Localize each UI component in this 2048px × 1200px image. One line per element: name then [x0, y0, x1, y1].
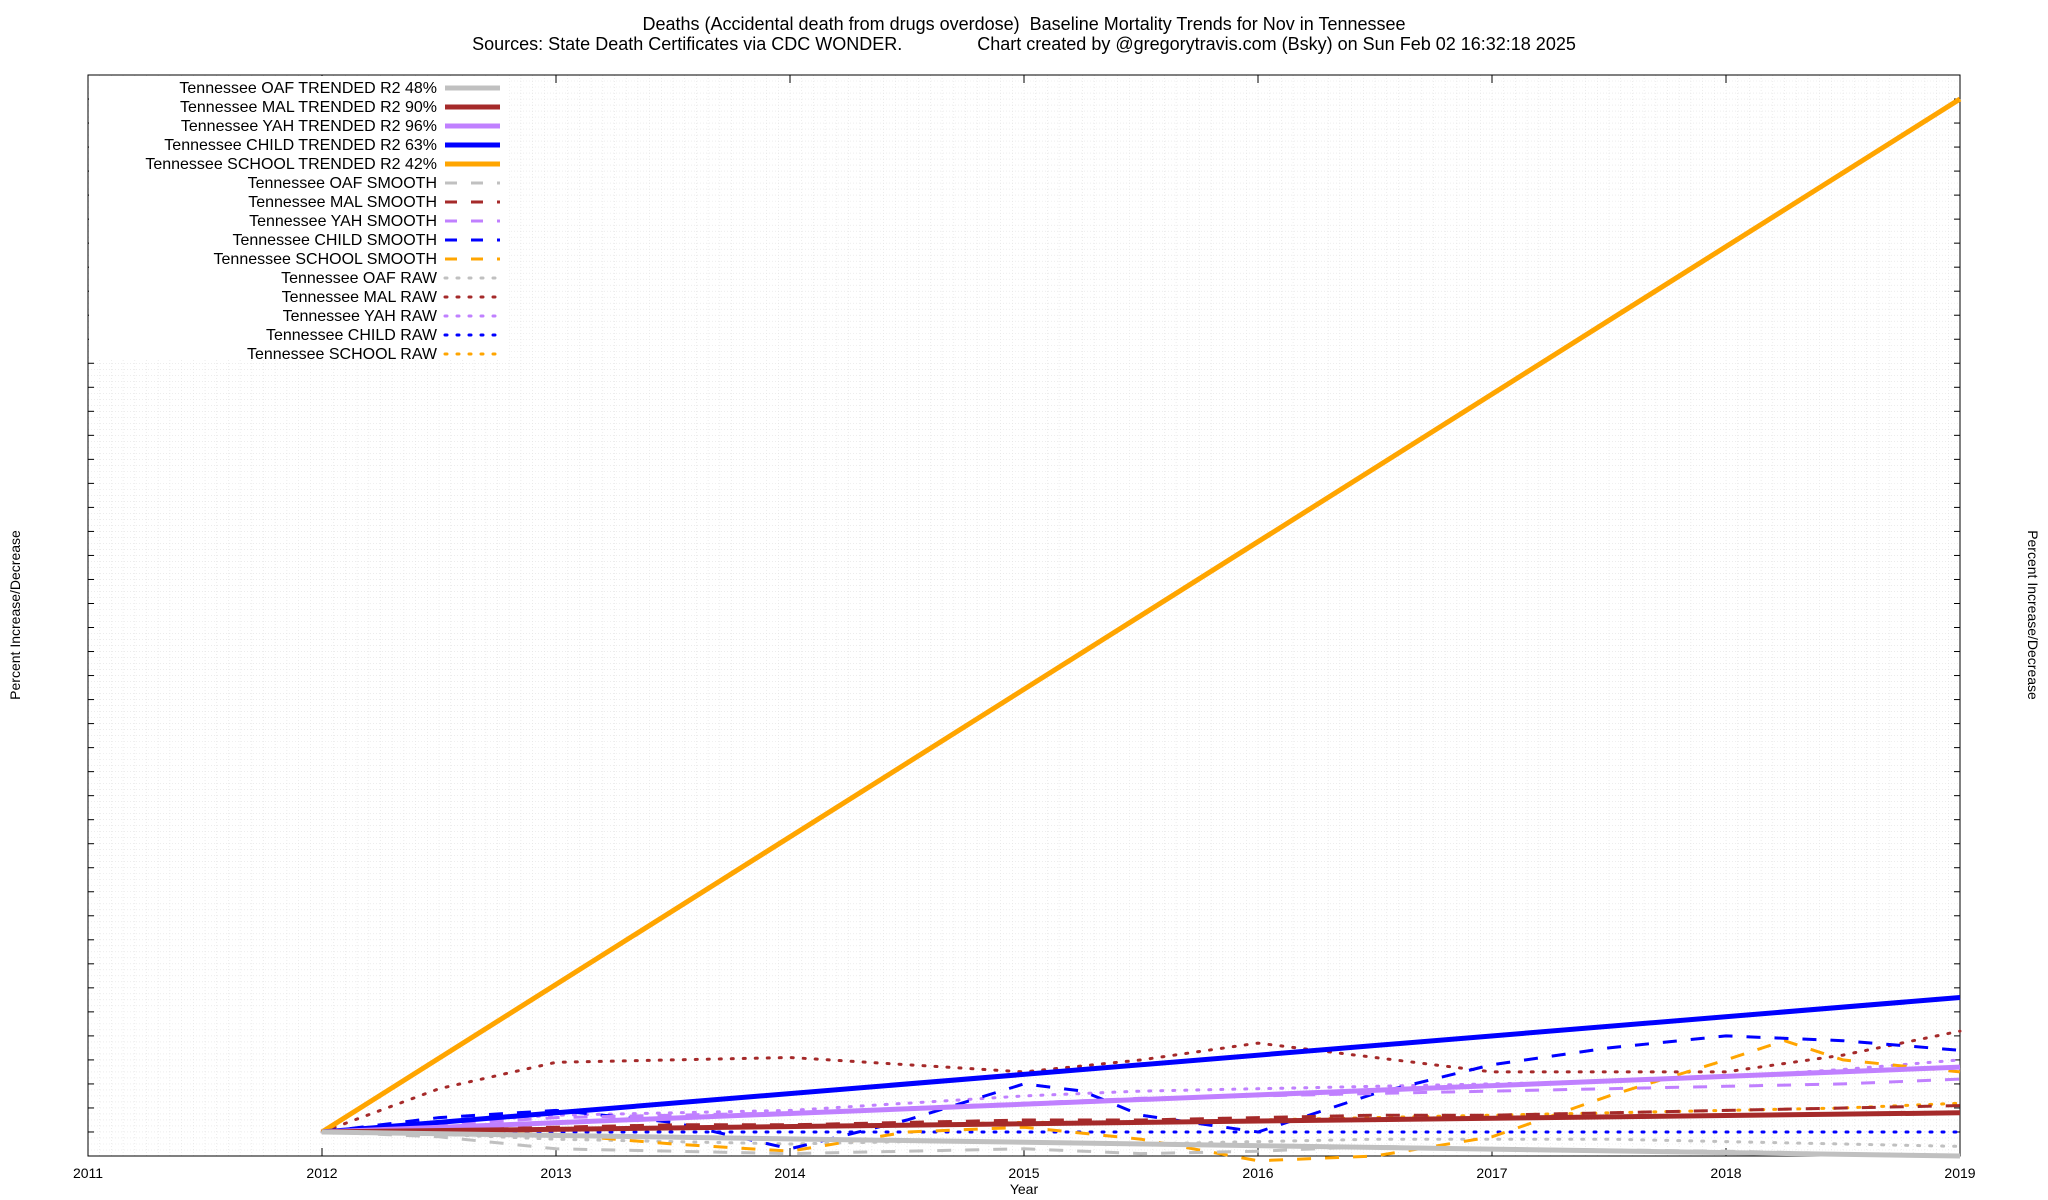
- series-line-6: [321, 1130, 1961, 1158]
- x-tick-label: 2012: [306, 1165, 337, 1181]
- legend-label: Tennessee YAH RAW: [283, 308, 438, 325]
- legend-box: [89, 76, 509, 359]
- series-line-3: [321, 1064, 1961, 1135]
- x-tick-label: 2019: [1944, 1165, 1975, 1181]
- legend-label: Tennessee YAH TRENDED R2 96%: [181, 118, 437, 135]
- y-axis-label-left: Percent Increase/Decrease: [7, 530, 23, 700]
- legend-label: Tennessee OAF RAW: [281, 270, 438, 287]
- y-axis-label-right: Percent Increase/Decrease: [2025, 530, 2041, 700]
- legend: Tennessee OAF TRENDED R2 48% Tennessee MA…: [145, 80, 502, 363]
- series-line-4: [321, 995, 1961, 1135]
- legend-label: Tennessee OAF TRENDED R2 48%: [179, 80, 437, 97]
- legend-label: Tennessee MAL TRENDED R2 90%: [180, 99, 437, 116]
- grid: [87, 74, 1961, 1157]
- series-line-1: [321, 1129, 1961, 1159]
- x-tick-label: 2015: [1008, 1165, 1039, 1181]
- legend-label: Tennessee SCHOOL TRENDED R2 42%: [145, 156, 437, 173]
- legend-label: Tennessee CHILD TRENDED R2 63%: [164, 137, 437, 154]
- chart-subtitle: Sources: State Death Certificates via CD…: [472, 34, 1576, 54]
- legend-label: Tennessee MAL SMOOTH: [248, 194, 437, 211]
- x-tick-label: 2011: [73, 1165, 103, 1181]
- legend-label: Tennessee SCHOOL SMOOTH: [214, 251, 437, 268]
- legend-label: Tennessee OAF SMOOTH: [248, 175, 437, 192]
- series-line-2: [321, 1110, 1961, 1135]
- series-line-10: [322, 1039, 1961, 1163]
- x-tick-label: 2013: [540, 1165, 571, 1181]
- x-axis-label: Year: [1010, 1181, 1039, 1197]
- x-tick-label: 2016: [1242, 1165, 1273, 1181]
- legend-label: Tennessee MAL RAW: [282, 289, 438, 306]
- x-tick-label: 2018: [1710, 1165, 1741, 1181]
- legend-label: Tennessee YAH SMOOTH: [249, 213, 437, 230]
- chart-title: Deaths (Accidental death from drugs over…: [642, 14, 1406, 34]
- series-layer: [320, 96, 1962, 1163]
- series-line-5: [320, 96, 1962, 1135]
- legend-label: Tennessee CHILD RAW: [266, 327, 438, 344]
- legend-label: Tennessee CHILD SMOOTH: [232, 232, 437, 249]
- x-tick-label: 2014: [774, 1165, 805, 1181]
- x-tick-label: 2017: [1476, 1165, 1507, 1181]
- legend-label: Tennessee SCHOOL RAW: [247, 346, 438, 363]
